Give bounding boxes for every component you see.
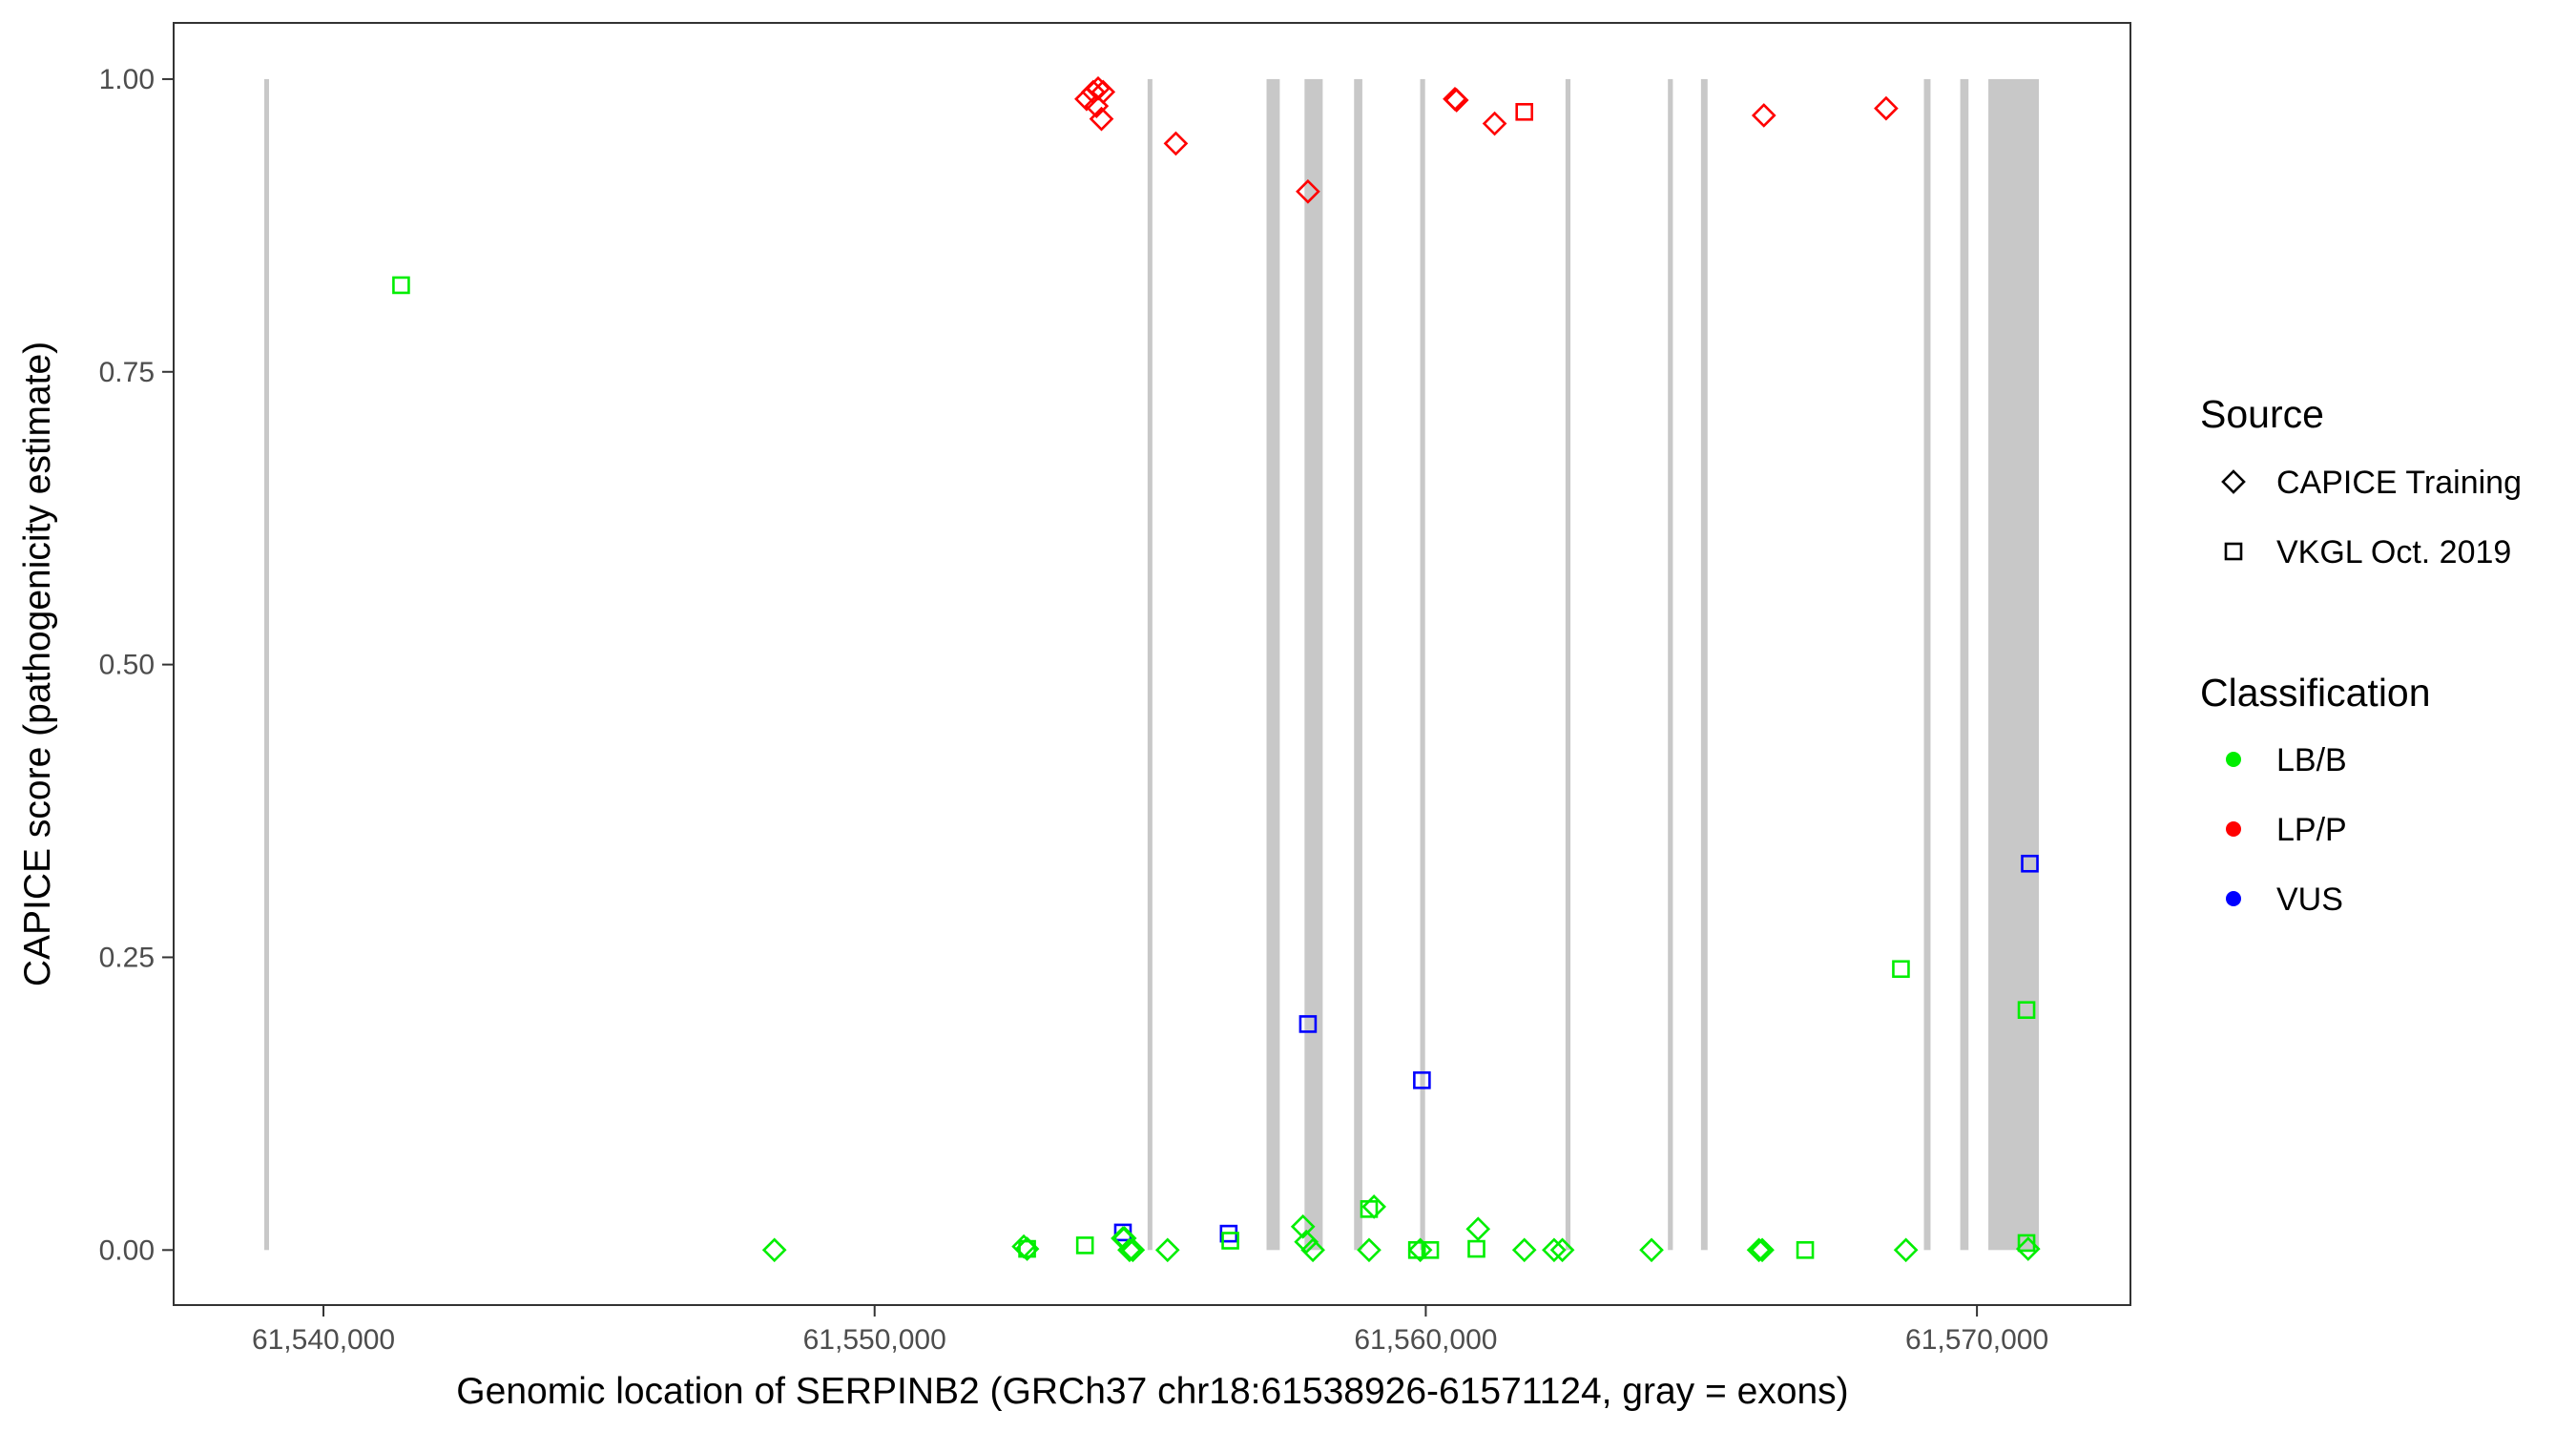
y-tick-label: 0.00 xyxy=(99,1234,155,1266)
y-tick-label: 1.00 xyxy=(99,64,155,95)
data-point-training xyxy=(1750,1237,1775,1263)
exon-band xyxy=(1266,78,1280,1251)
y-axis-title: CAPICE score (pathogenicity estimate) xyxy=(17,342,58,986)
data-point-training xyxy=(1357,1237,1381,1263)
data-point-training xyxy=(1751,103,1776,128)
exon-band xyxy=(1960,78,1969,1251)
x-tick-label: 61,560,000 xyxy=(1354,1324,1497,1356)
x-tick-label: 61,540,000 xyxy=(252,1324,395,1356)
exon-band xyxy=(263,78,269,1251)
y-tick-label: 0.75 xyxy=(99,357,155,388)
data-point-training xyxy=(1361,1194,1387,1219)
x-tick-label: 61,550,000 xyxy=(803,1324,946,1356)
y-axis: 0.00 0.25 0.50 0.75 1.00 xyxy=(99,64,174,1266)
data-point-training xyxy=(1549,1237,1575,1263)
legend-class-label: LB/B xyxy=(2276,742,2347,778)
data-point-training xyxy=(1084,93,1110,118)
data-point-vkgl xyxy=(1018,1239,1036,1258)
legend-source-label: VKGL Oct. 2019 xyxy=(2276,534,2511,570)
data-point-training xyxy=(1154,1237,1180,1263)
data-point-vkgl xyxy=(1515,102,1534,121)
data-point-vkgl xyxy=(1421,1241,1440,1259)
exon-band xyxy=(1304,78,1323,1251)
data-point-training xyxy=(1542,1237,1567,1263)
data-point-vkgl xyxy=(1413,1071,1431,1089)
data-point-training xyxy=(1639,1237,1664,1263)
exon-band xyxy=(1668,78,1673,1251)
data-point-training xyxy=(761,1237,787,1263)
x-tick-label: 61,570,000 xyxy=(1905,1324,2048,1356)
data-point-training xyxy=(1120,1237,1146,1263)
legend-square-icon xyxy=(2224,542,2243,561)
data-point-training xyxy=(1893,1237,1919,1263)
x-axis-title: Genomic location of SERPINB2 (GRCh37 chr… xyxy=(456,1371,1848,1412)
data-point-training xyxy=(1482,111,1507,136)
legend-dot-icon xyxy=(2226,891,2241,906)
data-point-training xyxy=(1117,1237,1142,1263)
legend-source-label: CAPICE Training xyxy=(2276,465,2522,501)
data-point-vkgl xyxy=(392,276,410,295)
data-point-training xyxy=(1089,106,1114,132)
data-point-training xyxy=(1290,1213,1316,1239)
exon-band xyxy=(1147,78,1153,1251)
data-point-vkgl xyxy=(1892,960,1910,979)
legend-dot-icon xyxy=(2226,752,2241,767)
data-point-training xyxy=(1163,131,1189,156)
data-point-training xyxy=(1296,178,1320,204)
exon-band xyxy=(1700,78,1708,1251)
data-point-training xyxy=(1014,1236,1040,1261)
legend-class-label: LP/P xyxy=(2276,812,2347,848)
legend-classification-title: Classification xyxy=(2200,671,2431,715)
data-point-vkgl xyxy=(1796,1241,1815,1259)
y-tick-label: 0.25 xyxy=(99,942,155,973)
data-point-training xyxy=(1444,88,1469,113)
data-point-training xyxy=(1465,1216,1491,1242)
data-point-training xyxy=(2015,1236,2041,1261)
legend-class-label: VUS xyxy=(2276,881,2343,918)
y-tick-label: 0.50 xyxy=(99,650,155,681)
data-point-vkgl xyxy=(2021,854,2039,873)
legend-diamond-icon xyxy=(2221,469,2246,494)
data-point-training xyxy=(1300,1237,1325,1263)
exon-band xyxy=(1923,78,1931,1251)
data-point-training xyxy=(1407,1237,1433,1263)
legend-dot-icon xyxy=(2226,821,2241,837)
legend: Source CAPICE Training VKGL Oct. 2019 Cla… xyxy=(2200,392,2522,918)
exon-band xyxy=(1988,78,2040,1251)
data-point-training xyxy=(1746,1237,1772,1263)
exon-band xyxy=(1420,78,1425,1251)
data-point-training xyxy=(1874,95,1899,121)
data-point-vkgl xyxy=(1467,1239,1485,1258)
data-point-vkgl xyxy=(1360,1200,1379,1218)
data-point-training xyxy=(1511,1237,1537,1263)
data-point-vkgl xyxy=(2017,1001,2036,1019)
legend-source-title: Source xyxy=(2200,392,2324,436)
data-points xyxy=(392,75,2041,1263)
data-point-vkgl xyxy=(1298,1015,1318,1033)
exon-band xyxy=(1565,78,1571,1251)
data-point-vkgl xyxy=(1221,1232,1239,1250)
exon-band xyxy=(1354,78,1362,1251)
exon-bands xyxy=(263,78,2040,1251)
x-axis: 61,540,000 61,550,000 61,560,000 61,570,000 xyxy=(252,1305,2048,1356)
data-point-vkgl xyxy=(1075,1236,1094,1255)
